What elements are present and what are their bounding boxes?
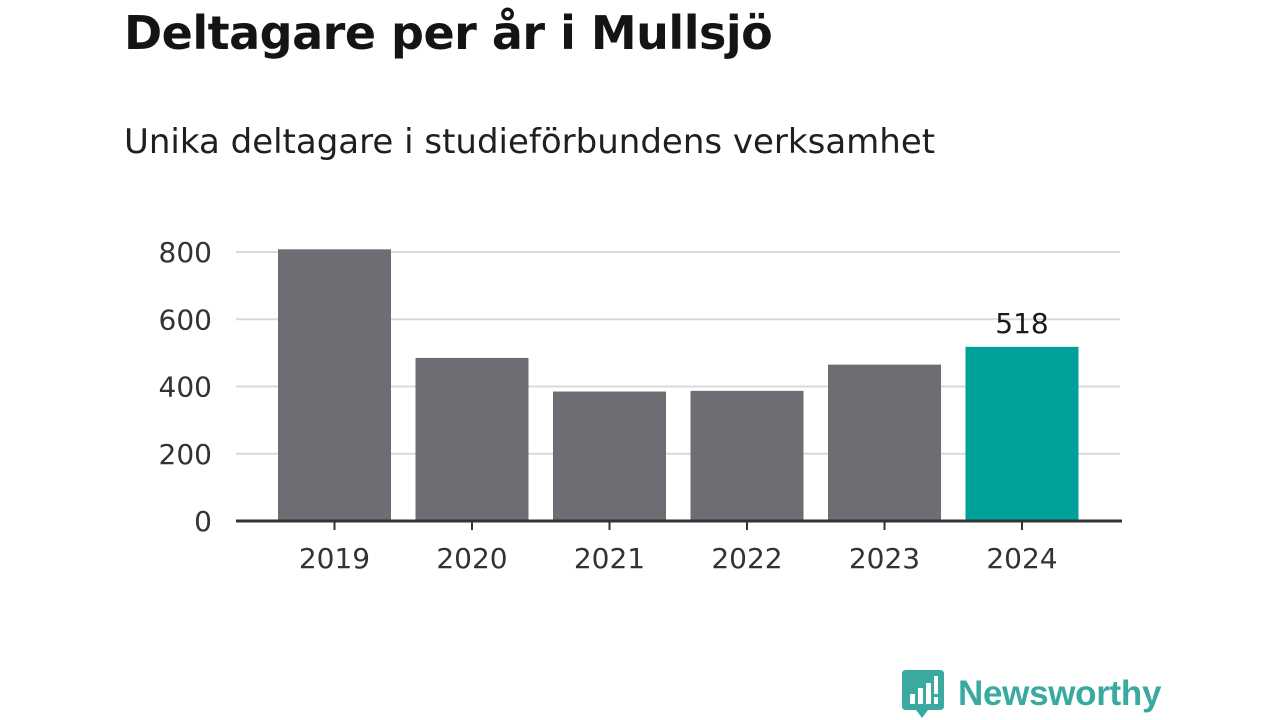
x-tick-label: 2019 xyxy=(299,542,370,575)
bar-2024 xyxy=(965,346,1079,521)
y-tick-label: 400 xyxy=(159,371,212,404)
y-tick-label: 0 xyxy=(194,505,212,538)
y-tick-label: 200 xyxy=(159,438,212,471)
bar-2022 xyxy=(690,390,804,521)
x-tick-label: 2024 xyxy=(986,542,1057,575)
bar-2020 xyxy=(415,357,529,521)
x-tick-label: 2022 xyxy=(711,542,782,575)
newsworthy-brand: Newsworthy xyxy=(902,670,1161,718)
bar-2019 xyxy=(278,249,391,521)
newsworthy-logo-icon xyxy=(902,670,944,718)
y-tick-label: 600 xyxy=(159,303,212,336)
bars xyxy=(278,249,1079,521)
data-label: 518 xyxy=(995,307,1048,340)
axes: 0 200 400 600 800 2019 2020 2021 2022 2023 2024 xyxy=(159,236,1122,575)
x-tick-label: 2020 xyxy=(436,542,507,575)
bar-2021 xyxy=(553,391,666,521)
brand-name: Newsworthy xyxy=(958,674,1162,713)
data-labels: 518 xyxy=(995,307,1048,340)
chart-title: Deltagare per år i Mullsjö xyxy=(124,6,773,60)
bar-2023 xyxy=(828,364,941,521)
chart-subtitle: Unika deltagare i studieförbundens verks… xyxy=(124,122,936,162)
x-tick-label: 2023 xyxy=(849,542,920,575)
x-tick-label: 2021 xyxy=(574,542,645,575)
y-tick-label: 800 xyxy=(159,236,212,269)
